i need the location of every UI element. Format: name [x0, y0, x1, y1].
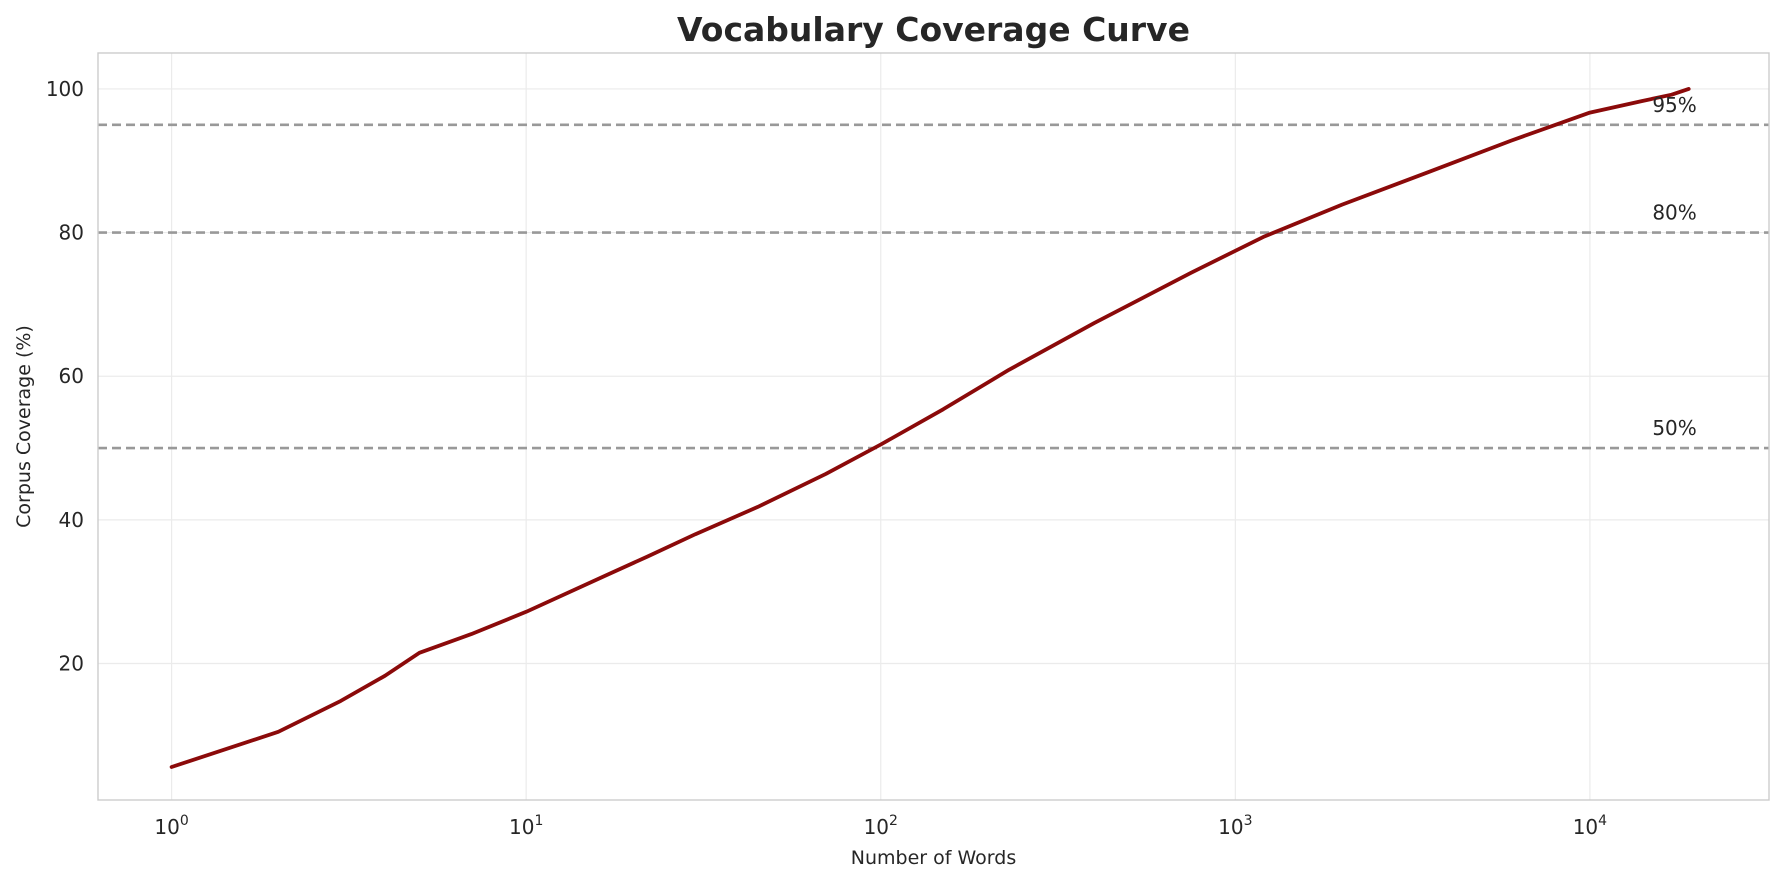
plot-frame — [97, 52, 1770, 801]
x-axis-label: Number of Words — [851, 847, 1016, 869]
chart-title: Vocabulary Coverage Curve — [677, 10, 1190, 49]
y-tick-label: 100 — [46, 77, 84, 101]
y-axis-ticks: 20 40 60 80 100 — [46, 77, 84, 676]
x-tick-label: 103 — [1218, 813, 1252, 839]
reference-label: 50% — [1652, 416, 1696, 440]
reference-label: 80% — [1652, 201, 1696, 225]
coverage-line — [169, 87, 1691, 769]
data-series — [169, 87, 1691, 769]
x-tick-label: 102 — [864, 813, 898, 839]
y-tick-label: 80 — [59, 221, 84, 245]
y-axis-label: Corpus Coverage (%) — [13, 325, 35, 528]
reference-lines — [98, 123, 1769, 450]
reference-label: 95% — [1652, 93, 1696, 117]
reference-labels: 95% 80% 50% — [1652, 93, 1696, 440]
y-tick-label: 60 — [59, 364, 84, 388]
x-axis-ticks: 100 101 102 103 104 — [154, 813, 1607, 839]
x-tick-label: 104 — [1573, 813, 1607, 839]
y-tick-label: 40 — [59, 508, 84, 532]
x-tick-label: 100 — [154, 813, 188, 839]
y-tick-label: 20 — [59, 652, 84, 676]
x-tick-label: 101 — [509, 813, 543, 839]
